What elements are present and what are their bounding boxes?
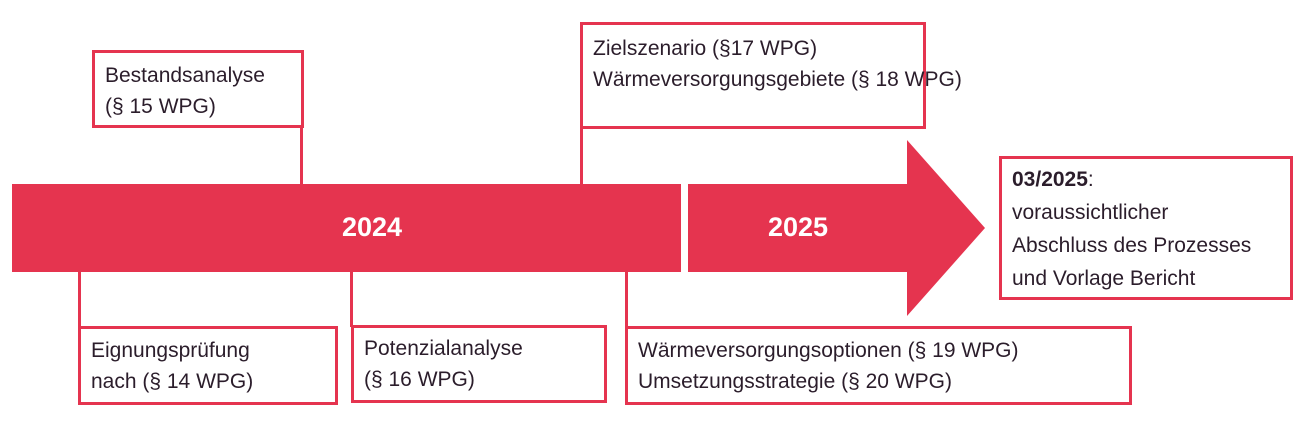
connector-potenzial bbox=[350, 272, 353, 327]
box-text: Potenzialanalyse bbox=[364, 337, 523, 360]
box-text: voraussichtlicher bbox=[1012, 201, 1169, 224]
box-text: Wärmeversorgungsgebiete (§ 18 WPG) bbox=[593, 68, 962, 91]
bar-2024 bbox=[12, 184, 681, 272]
box-abschluss: 03/2025: voraussichtlicher Abschluss des… bbox=[999, 156, 1293, 300]
box-zielszenario: Zielszenario (§17 WPG) Wärmeversorgungsg… bbox=[580, 22, 962, 129]
completion-date: 03/2025 bbox=[1012, 168, 1088, 191]
box-text: nach (§ 14 WPG) bbox=[91, 370, 254, 393]
connector-ziel bbox=[580, 127, 583, 184]
arrow-2025 bbox=[688, 140, 985, 316]
box-text: (§ 15 WPG) bbox=[105, 95, 216, 118]
connector-eignung bbox=[78, 272, 81, 328]
box-text: Eignungsprüfung bbox=[91, 339, 250, 362]
box-eignungspruefung: Eignungsprüfung nach (§ 14 WPG) bbox=[78, 326, 338, 405]
box-text: : bbox=[1087, 168, 1094, 191]
box-waermeversorgungsoptionen: Wärmeversorgungsoptionen (§ 19 WPG) Umse… bbox=[625, 326, 1132, 405]
box-text: Abschluss des Prozesses bbox=[1012, 234, 1252, 257]
connector-bestand bbox=[300, 126, 303, 184]
connector-optionen bbox=[625, 272, 628, 328]
box-text: Umsetzungsstrategie (§ 20 WPG) bbox=[638, 370, 952, 393]
box-potenzialanalyse: Potenzialanalyse (§ 16 WPG) bbox=[351, 325, 607, 403]
box-bestandsanalyse: Bestandsanalyse (§ 15 WPG) bbox=[92, 50, 304, 128]
box-text: Zielszenario (§17 WPG) bbox=[593, 37, 818, 60]
box-text: Wärmeversorgungsoptionen (§ 19 WPG) bbox=[638, 339, 1019, 362]
year-2024-label: 2024 bbox=[342, 212, 403, 242]
box-text: (§ 16 WPG) bbox=[364, 368, 475, 391]
year-2025-label: 2025 bbox=[768, 212, 829, 242]
box-text: und Vorlage Bericht bbox=[1012, 267, 1196, 290]
box-text: Bestandsanalyse bbox=[105, 64, 265, 87]
